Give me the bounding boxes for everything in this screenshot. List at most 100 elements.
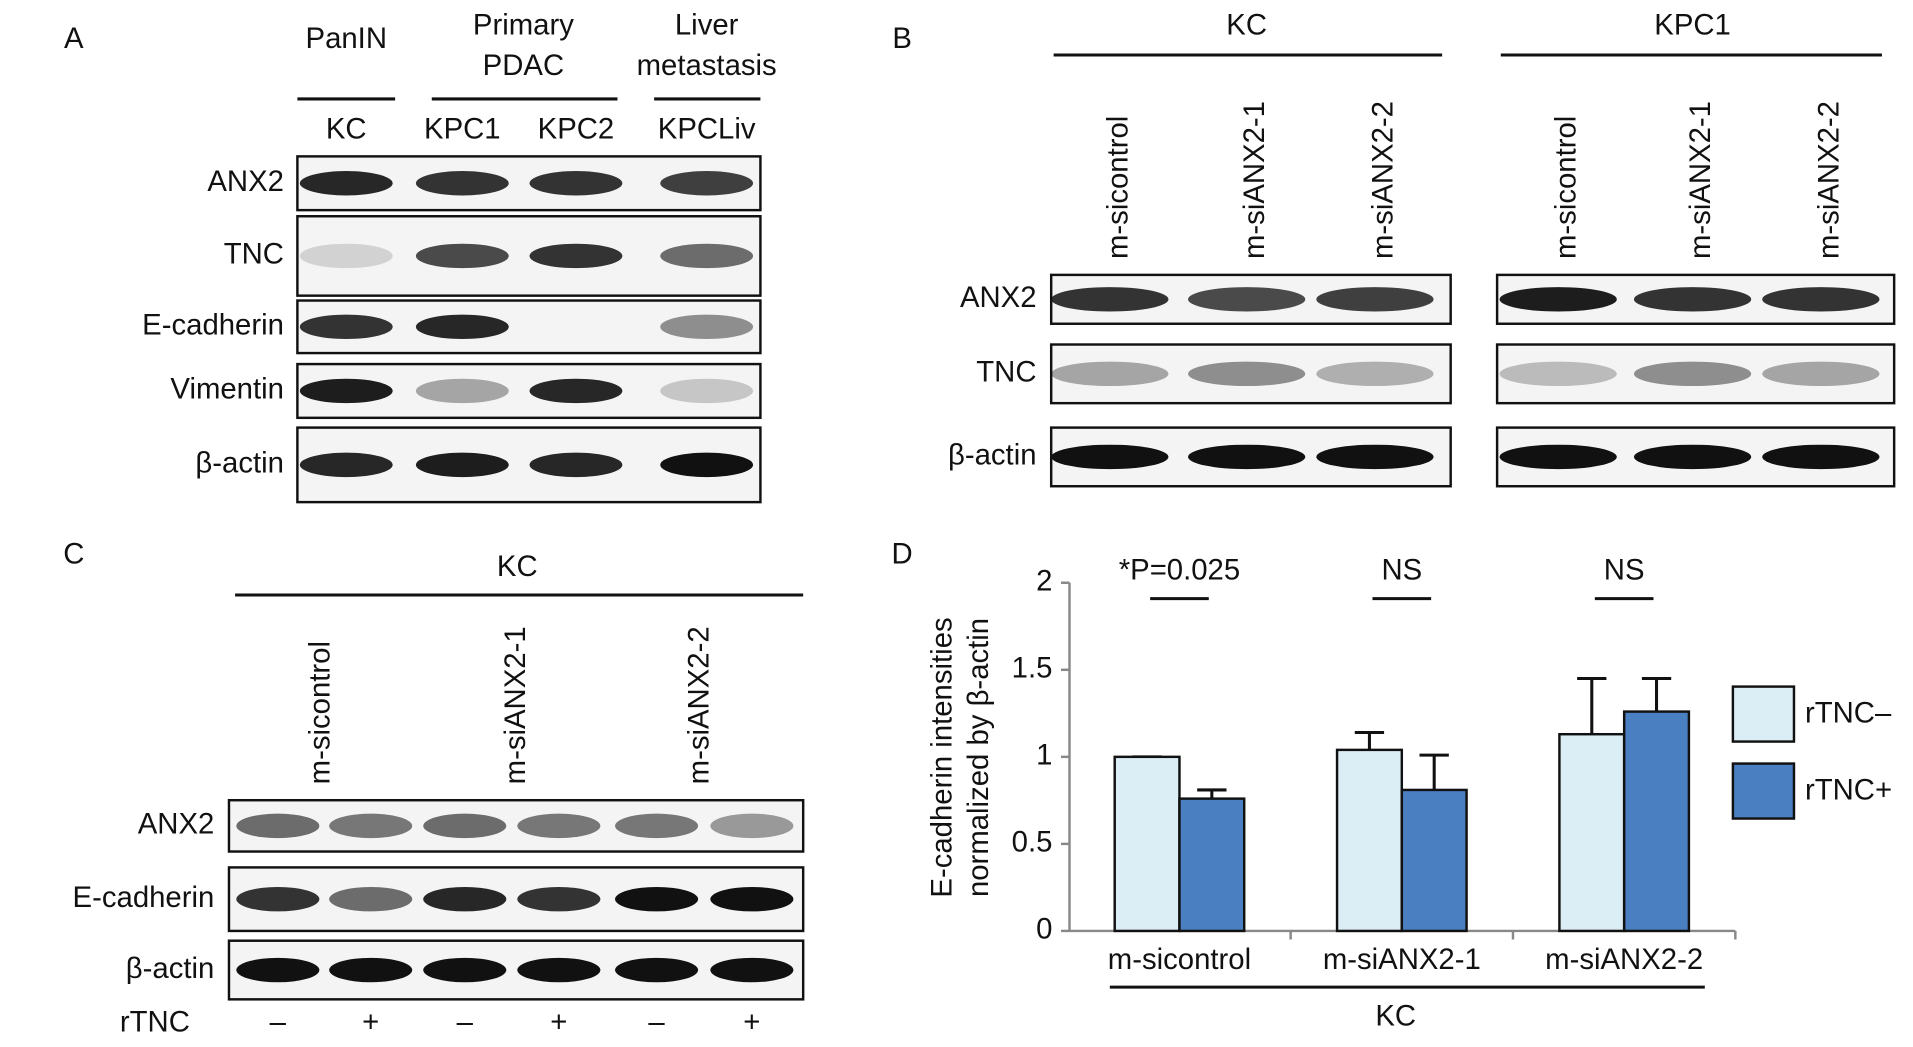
lane-label: KC bbox=[326, 112, 367, 145]
band bbox=[529, 452, 623, 478]
row-label: ANX2 bbox=[138, 808, 215, 841]
band bbox=[415, 243, 509, 269]
band bbox=[1499, 361, 1617, 387]
y-axis-label: normalized by β-actin bbox=[962, 618, 995, 897]
treatment-sign: + bbox=[550, 1006, 567, 1039]
band bbox=[710, 886, 794, 912]
row-label: Vimentin bbox=[170, 373, 284, 406]
group-label: KPC1 bbox=[1654, 9, 1731, 42]
treatment-sign: + bbox=[743, 1006, 760, 1039]
band bbox=[710, 813, 794, 839]
band bbox=[415, 452, 509, 478]
band bbox=[423, 886, 507, 912]
lane-label: m-siANX2-2 bbox=[1366, 101, 1399, 259]
blot-strip bbox=[1049, 343, 1452, 405]
band bbox=[299, 452, 393, 478]
band bbox=[529, 243, 623, 269]
band bbox=[1316, 361, 1434, 387]
row-label: β-actin bbox=[126, 952, 215, 985]
legend-swatch bbox=[1731, 762, 1796, 820]
band bbox=[517, 886, 601, 912]
band bbox=[299, 378, 393, 404]
panel-letter: D bbox=[892, 538, 913, 571]
panel-letter: A bbox=[64, 22, 84, 55]
band bbox=[299, 171, 393, 196]
band bbox=[236, 886, 320, 912]
band bbox=[236, 957, 320, 983]
y-tick-label: 1.5 bbox=[1012, 652, 1053, 685]
band bbox=[329, 886, 413, 912]
lane-label: m-siANX2-1 bbox=[1238, 101, 1271, 259]
band bbox=[529, 378, 623, 404]
annotation: NS bbox=[1381, 554, 1422, 587]
y-tick-label: 0.5 bbox=[1012, 826, 1053, 859]
x-tick-label: m-sicontrol bbox=[1108, 943, 1251, 976]
lane-label: m-siANX2-2 bbox=[682, 626, 715, 784]
bar bbox=[1335, 748, 1404, 933]
group-label: KC bbox=[1226, 9, 1267, 42]
band bbox=[329, 957, 413, 983]
band bbox=[1633, 361, 1752, 387]
band bbox=[1188, 361, 1306, 387]
band bbox=[415, 314, 509, 340]
band bbox=[615, 886, 699, 912]
band bbox=[423, 957, 507, 983]
annotation: NS bbox=[1604, 554, 1645, 587]
row-label: β-actin bbox=[948, 439, 1037, 472]
band bbox=[1316, 287, 1434, 312]
band bbox=[615, 957, 699, 983]
band bbox=[329, 813, 413, 839]
lane-label: m-siANX2-1 bbox=[499, 626, 532, 784]
band bbox=[423, 813, 507, 839]
lane-label: m-siANX2-2 bbox=[1812, 101, 1845, 259]
blot-strip bbox=[227, 939, 805, 1001]
group-label: Primary bbox=[473, 9, 574, 42]
bar bbox=[1558, 732, 1626, 933]
x-tick-label: m-siANX2-1 bbox=[1323, 943, 1481, 976]
row-label: TNC bbox=[976, 356, 1036, 389]
band bbox=[1499, 287, 1617, 312]
y-tick-label: 0 bbox=[1036, 913, 1052, 946]
lane-label: KPC2 bbox=[538, 112, 615, 145]
band bbox=[660, 243, 754, 269]
y-tick-label: 1 bbox=[1036, 739, 1052, 772]
bar bbox=[1622, 710, 1691, 933]
band bbox=[529, 171, 623, 196]
lane-label: m-sicontrol bbox=[1550, 116, 1583, 259]
group-label: metastasis bbox=[637, 49, 777, 82]
band bbox=[517, 813, 601, 839]
row-label: ANX2 bbox=[207, 165, 284, 198]
band bbox=[615, 813, 699, 839]
panel-letter: C bbox=[63, 538, 84, 571]
band bbox=[299, 314, 393, 340]
blot-strip bbox=[227, 798, 805, 853]
band bbox=[1188, 287, 1306, 312]
group-label: PanIN bbox=[306, 22, 387, 55]
band bbox=[1051, 361, 1169, 387]
band bbox=[1762, 444, 1880, 470]
treatment-sign: – bbox=[270, 1006, 287, 1039]
bar bbox=[1400, 788, 1468, 933]
annotation: *P=0.025 bbox=[1119, 554, 1240, 587]
band bbox=[415, 171, 509, 196]
legend-swatch bbox=[1731, 685, 1796, 743]
blot-strip bbox=[227, 866, 805, 933]
x-tick-label: m-siANX2-2 bbox=[1545, 943, 1703, 976]
band bbox=[1762, 361, 1880, 387]
band bbox=[236, 813, 320, 839]
group-label: Liver bbox=[675, 9, 739, 42]
lane-label: m-siANX2-1 bbox=[1684, 101, 1717, 259]
row-label: E-cadherin bbox=[73, 881, 215, 914]
y-axis-label: E-cadherin intensities bbox=[925, 617, 958, 897]
bar bbox=[1178, 797, 1246, 933]
group-label: KC bbox=[497, 550, 538, 583]
lane-label: KPC1 bbox=[424, 112, 501, 145]
treatment-label: rTNC bbox=[120, 1006, 190, 1039]
treatment-sign: – bbox=[648, 1006, 665, 1039]
band bbox=[299, 243, 393, 269]
band bbox=[660, 171, 754, 196]
band bbox=[1633, 444, 1752, 470]
band bbox=[1762, 287, 1880, 312]
band bbox=[517, 957, 601, 983]
